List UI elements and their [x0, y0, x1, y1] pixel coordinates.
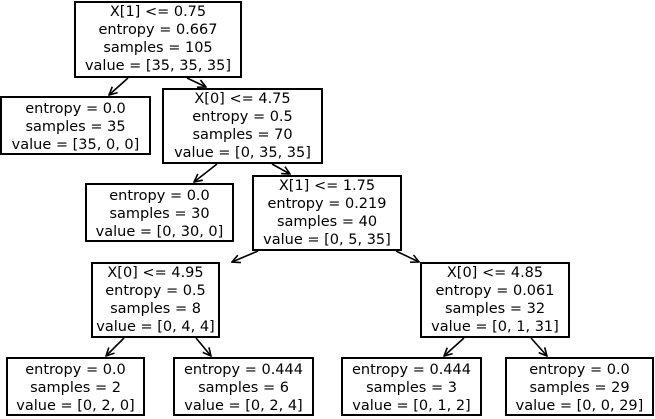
node-samples: samples = 105	[103, 40, 213, 56]
edge-n4-n5	[232, 250, 259, 262]
node-value: value = [0, 2, 0]	[16, 398, 135, 414]
edge-n0-n1	[109, 77, 129, 95]
edge-n5-n8	[195, 337, 211, 356]
node-value: value = [0, 0, 29]	[515, 398, 644, 414]
edge-n6-n10	[530, 337, 547, 356]
node-samples: samples = 2	[30, 380, 121, 396]
node-entropy: entropy = 0.061	[435, 283, 555, 299]
tree-node-split: X[1] <= 1.75 entropy = 0.219 samples = 4…	[252, 175, 402, 251]
node-samples: samples = 70	[192, 127, 293, 143]
edge-n2-n4	[271, 163, 290, 174]
node-samples: samples = 32	[444, 301, 546, 317]
tree-node-leaf: entropy = 0.444 samples = 3 value = [0, …	[341, 357, 482, 416]
tree-node-split: X[0] <= 4.75 entropy = 0.5 samples = 70 …	[162, 88, 323, 164]
node-split-condition: X[1] <= 1.75	[278, 178, 376, 194]
node-split-condition: X[0] <= 4.75	[194, 91, 291, 107]
node-value: value = [0, 1, 31]	[431, 319, 559, 335]
node-entropy: entropy = 0.5	[192, 109, 293, 125]
node-entropy: entropy = 0.5	[105, 283, 206, 299]
node-value: value = [0, 4, 4]	[96, 319, 215, 335]
node-split-condition: X[0] <= 4.85	[446, 265, 544, 281]
edge-n0-n2	[186, 77, 206, 87]
node-entropy: entropy = 0.0	[529, 362, 630, 378]
node-value: value = [0, 1, 2]	[352, 398, 471, 414]
node-entropy: entropy = 0.0	[109, 188, 210, 204]
node-entropy: entropy = 0.0	[25, 362, 126, 378]
edge-n5-n7	[106, 337, 125, 356]
node-entropy: entropy = 0.444	[184, 362, 303, 378]
edge-n4-n6	[395, 250, 419, 262]
node-entropy: entropy = 0.667	[98, 22, 218, 38]
node-samples: samples = 6	[198, 380, 289, 396]
node-value: value = [0, 30, 0]	[95, 224, 224, 240]
node-samples: samples = 35	[25, 119, 126, 135]
edge-n6-n9	[444, 337, 465, 356]
tree-node-leaf: entropy = 0.0 samples = 35 value = [35, …	[0, 96, 151, 155]
node-value: value = [35, 35, 35]	[84, 58, 232, 74]
tree-node-leaf: entropy = 0.444 samples = 6 value = [0, …	[173, 357, 314, 416]
tree-node-leaf: entropy = 0.0 samples = 2 value = [0, 2,…	[6, 357, 145, 416]
node-samples: samples = 29	[529, 380, 630, 396]
node-split-condition: X[0] <= 4.95	[107, 265, 204, 281]
node-samples: samples = 3	[366, 380, 457, 396]
node-entropy: entropy = 0.0	[25, 101, 126, 117]
node-entropy: entropy = 0.444	[352, 362, 471, 378]
node-samples: samples = 40	[276, 214, 378, 230]
tree-node-split: X[0] <= 4.95 entropy = 0.5 samples = 8 v…	[91, 262, 220, 338]
tree-node-root: X[1] <= 0.75 entropy = 0.667 samples = 1…	[74, 1, 242, 78]
node-value: value = [0, 2, 4]	[184, 398, 303, 414]
node-value: value = [0, 35, 35]	[174, 145, 311, 161]
node-value: value = [35, 0, 0]	[11, 137, 140, 153]
node-value: value = [0, 5, 35]	[263, 232, 391, 248]
tree-node-split: X[0] <= 4.85 entropy = 0.061 samples = 3…	[420, 262, 570, 338]
node-split-condition: X[1] <= 0.75	[109, 4, 207, 20]
tree-node-leaf: entropy = 0.0 samples = 30 value = [0, 3…	[85, 183, 234, 242]
node-samples: samples = 30	[109, 206, 210, 222]
tree-node-leaf: entropy = 0.0 samples = 29 value = [0, 0…	[505, 357, 654, 416]
node-samples: samples = 8	[110, 301, 201, 317]
edge-n2-n3	[194, 163, 218, 182]
node-entropy: entropy = 0.219	[267, 196, 387, 212]
